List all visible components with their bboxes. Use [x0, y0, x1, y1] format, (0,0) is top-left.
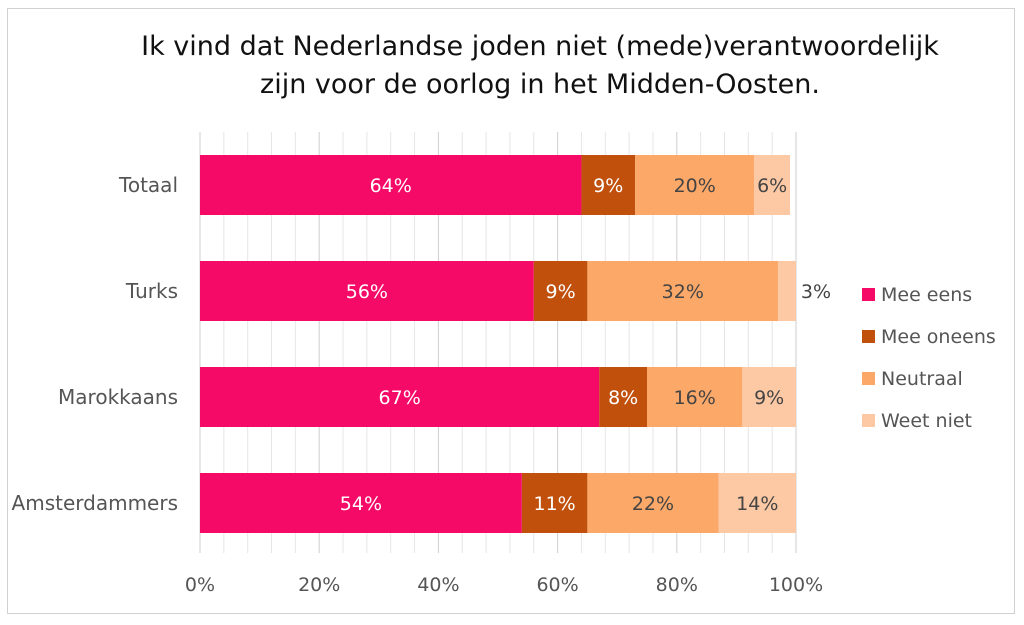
x-tick-label: 60%: [536, 574, 578, 596]
data-label: 11%: [534, 493, 576, 515]
data-label: 16%: [674, 387, 716, 409]
data-label: 8%: [608, 387, 638, 409]
data-label: 56%: [346, 281, 388, 303]
chart-title-line-1: Ik vind dat Nederlandse joden niet (mede…: [141, 31, 939, 62]
data-label: 67%: [379, 387, 421, 409]
bar-segment-mee-eens: [200, 473, 522, 533]
legend-swatch-neutraal: [862, 372, 875, 385]
data-label: 22%: [632, 493, 674, 515]
data-label: 54%: [340, 493, 382, 515]
bar-segment-mee-oneens: [599, 367, 647, 427]
data-label: 32%: [662, 281, 704, 303]
category-label-turks: Turks: [125, 279, 178, 303]
x-tick-label: 0%: [185, 574, 215, 596]
bars: 64% 9% 20% 6% 56% 9% 32% 3% 67% 8% 16% 9% 54% 11% 22% 1…: [200, 155, 831, 533]
data-label: 6%: [757, 175, 787, 197]
category-label-totaal: Totaal: [118, 173, 178, 197]
category-labels: Totaal Turks Marokkaans Amsterdammers: [12, 173, 178, 515]
x-tick-label: 100%: [769, 574, 823, 596]
chart-title: Ik vind dat Nederlandse joden niet (mede…: [0, 28, 1024, 104]
bar-segment-mee-eens: [200, 155, 582, 215]
legend: Mee eens Mee oneens Neutraal Weet niet: [862, 284, 996, 432]
legend-swatch-weet-niet: [862, 414, 875, 427]
x-tick-label: 20%: [298, 574, 340, 596]
bar-segment-weet-niet: [742, 367, 796, 427]
data-label: 64%: [370, 175, 412, 197]
chart-title-line-2: zijn voor de oorlog in het Midden-Oosten…: [260, 69, 820, 100]
bar-segment-mee-oneens: [533, 261, 588, 321]
legend-label-mee-eens: Mee eens: [881, 284, 972, 306]
bar-segment-mee-oneens: [521, 473, 588, 533]
data-label: 9%: [546, 281, 576, 303]
data-label: 9%: [754, 387, 784, 409]
bar-segment-mee-eens: [200, 367, 600, 427]
legend-swatch-mee-eens: [862, 288, 875, 301]
x-tick-label: 40%: [417, 574, 459, 596]
category-label-marokkaans: Marokkaans: [58, 385, 178, 409]
bar-segment-mee-eens: [200, 261, 534, 321]
x-axis-ticks: 0% 20% 40% 60% 80% 100%: [185, 574, 823, 596]
bar-segment-weet-niet: [718, 473, 796, 533]
bar-segment-mee-oneens: [581, 155, 636, 215]
data-label: 14%: [736, 493, 778, 515]
x-tick-label: 80%: [656, 574, 698, 596]
legend-label-neutraal: Neutraal: [881, 368, 963, 390]
bar-segment-neutraal: [587, 261, 779, 321]
bar-segment-weet-niet: [778, 261, 796, 321]
data-label: 20%: [674, 175, 716, 197]
bar-segment-neutraal: [647, 367, 743, 427]
bar-segment-neutraal: [587, 473, 719, 533]
bar-segment-neutraal: [635, 155, 755, 215]
legend-label-mee-oneens: Mee oneens: [881, 326, 996, 348]
data-label: 3%: [801, 281, 831, 303]
legend-swatch-mee-oneens: [862, 330, 875, 343]
category-label-amsterdammers: Amsterdammers: [12, 491, 178, 515]
legend-label-weet-niet: Weet niet: [881, 410, 972, 432]
bar-segment-weet-niet: [754, 155, 791, 215]
data-label: 9%: [593, 175, 623, 197]
